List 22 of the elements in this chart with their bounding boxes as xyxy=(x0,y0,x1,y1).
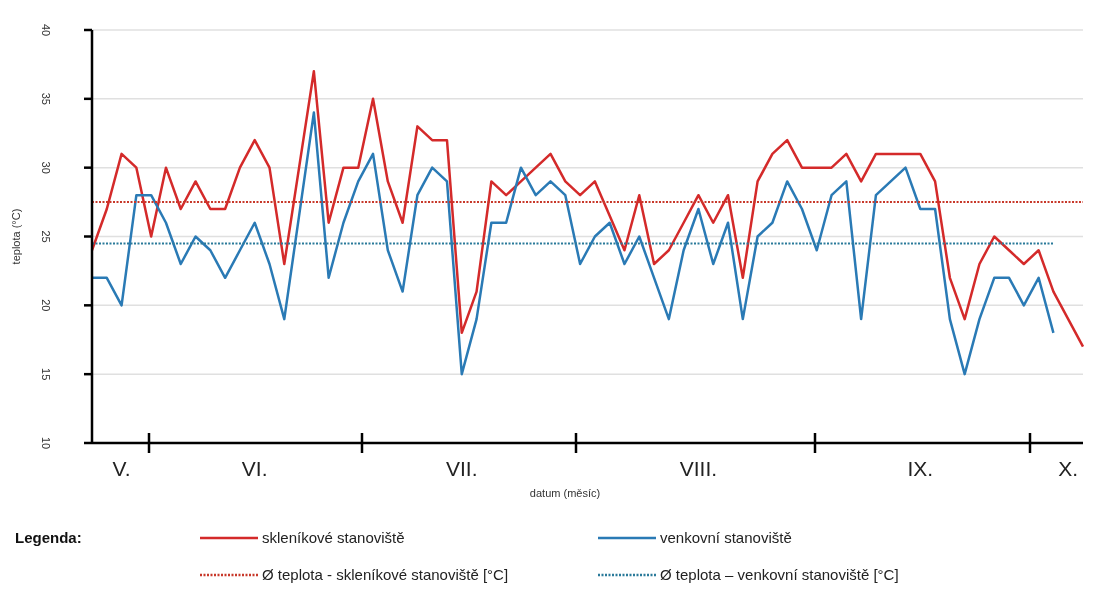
y-axis-title: teplota (°C) xyxy=(10,208,22,265)
legend-label: Ø teplota - skleníkové stanoviště [°C] xyxy=(262,566,509,583)
y-tick-label: 25 xyxy=(40,230,53,243)
legend-title: Legenda: xyxy=(15,529,82,546)
y-tick-label: 10 xyxy=(40,436,53,450)
legend-label: Ø teplota – venkovní stanoviště [°C] xyxy=(660,566,899,583)
x-tick-label: IX. xyxy=(907,457,934,480)
y-tick-label: 15 xyxy=(40,368,53,381)
x-tick-label: VI. xyxy=(241,457,268,480)
x-tick-label: VII. xyxy=(446,457,478,480)
line-series xyxy=(90,70,1085,348)
y-tick-label: 30 xyxy=(40,161,53,174)
y-tick-label: 40 xyxy=(40,23,53,37)
x-tick-label: X. xyxy=(1058,457,1079,480)
x-axis-title: datum (měsíc) xyxy=(529,487,601,499)
y-tick-label: 35 xyxy=(40,92,53,105)
y-tick-label: 20 xyxy=(40,299,53,312)
x-tick-label: VIII. xyxy=(679,457,718,480)
x-tick-label: V. xyxy=(112,457,131,480)
legend-label: skleníkové stanoviště xyxy=(262,529,405,546)
line-series xyxy=(90,111,1055,376)
legend-label: venkovní stanoviště xyxy=(660,529,792,546)
